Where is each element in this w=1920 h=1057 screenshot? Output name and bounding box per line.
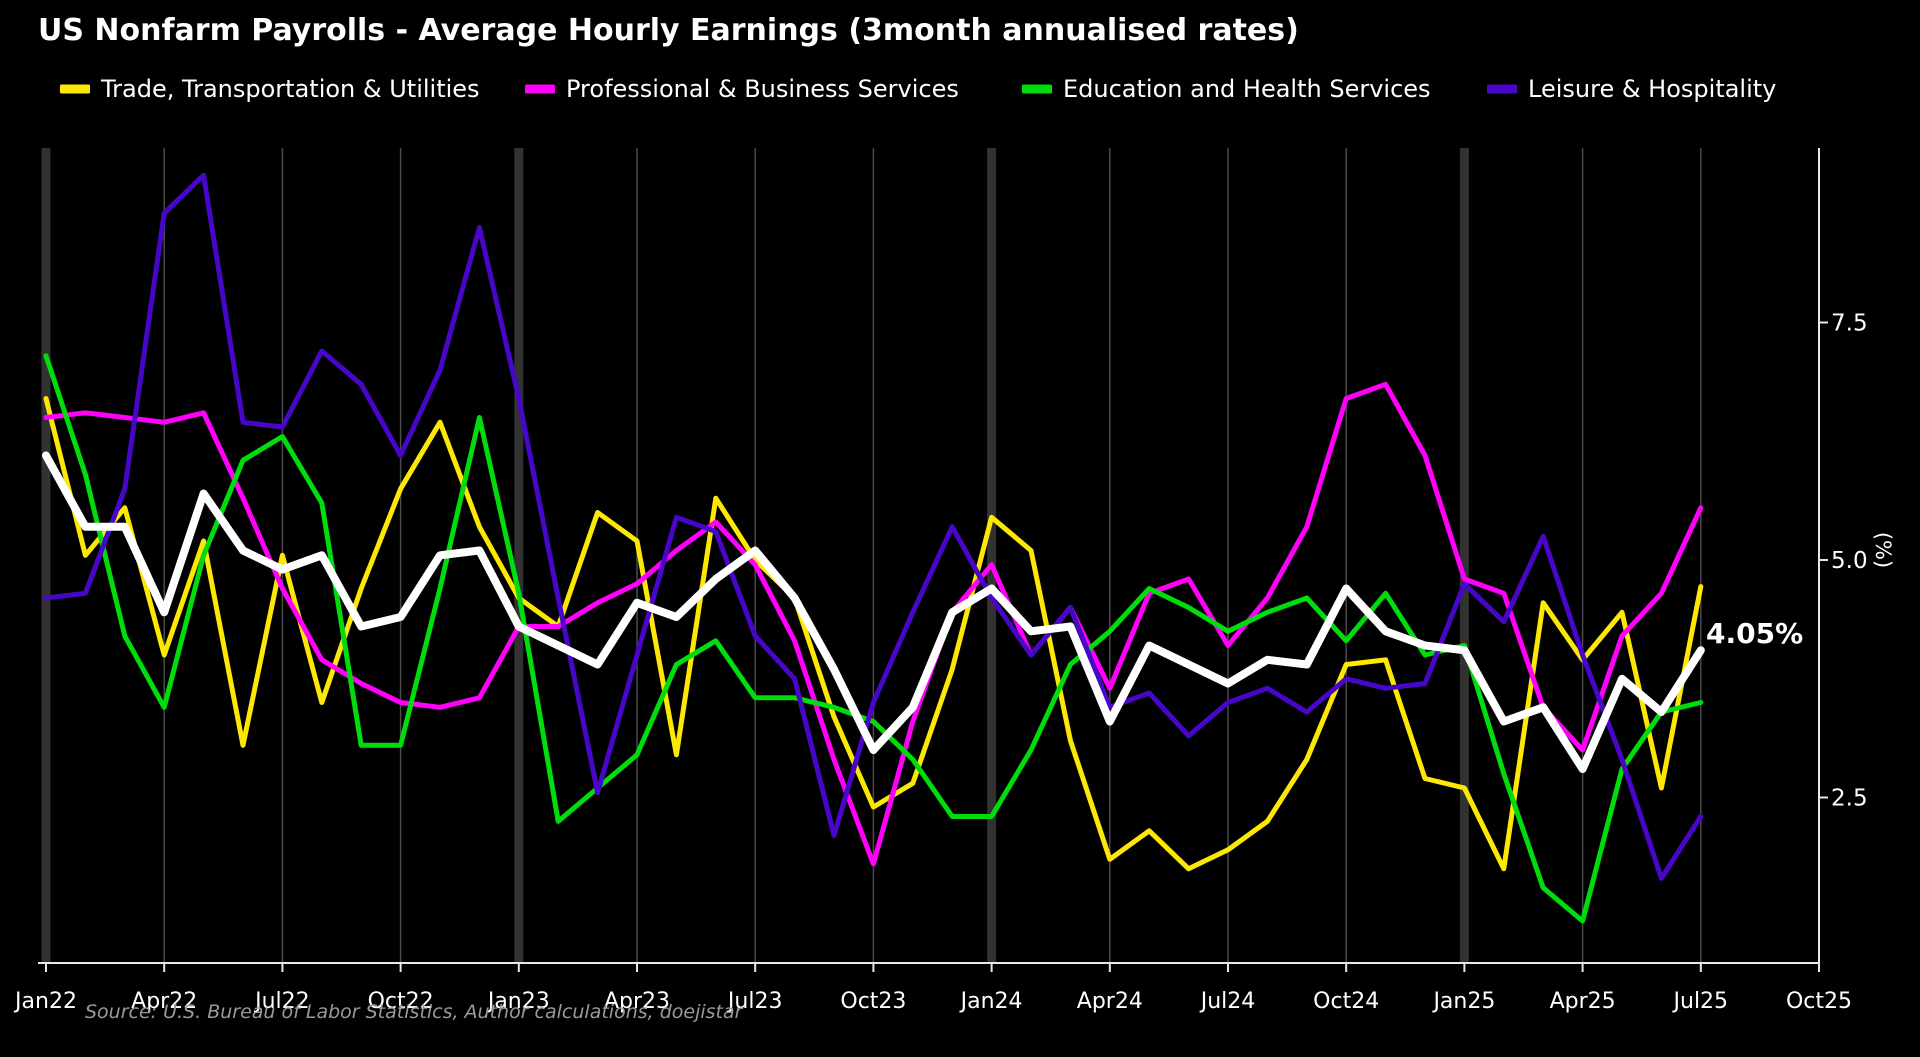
legend-swatch xyxy=(1487,84,1517,94)
y-tick-label: 2.5 xyxy=(1831,786,1868,812)
series-line xyxy=(43,353,1704,924)
end-value-annotation: 4.05% xyxy=(1706,617,1803,650)
legend-label: Leisure & Hospitality xyxy=(1528,75,1776,103)
x-tick-label: Apr25 xyxy=(1550,989,1616,1014)
x-tick-label: Oct24 xyxy=(1313,989,1379,1014)
legend-item: Education and Health Services xyxy=(1022,75,1431,103)
y-tick-label: 7.5 xyxy=(1831,311,1868,337)
y-axis-tick-labels: 2.5 5.0 7.5 xyxy=(1831,311,1868,812)
x-tick-label: Oct25 xyxy=(1786,989,1852,1014)
legend-item: Leisure & Hospitality xyxy=(1487,75,1776,103)
axes xyxy=(38,148,1828,972)
legend: Trade, Transportation & Utilities Profess… xyxy=(60,75,1776,103)
series-line xyxy=(43,381,1704,867)
legend-swatch xyxy=(60,84,90,94)
x-tick-label: Jan23 xyxy=(486,989,550,1014)
x-tick-label: Jul24 xyxy=(1199,989,1256,1014)
legend-label: Trade, Transportation & Utilities xyxy=(100,75,480,103)
legend-item: Trade, Transportation & Utilities xyxy=(60,75,480,103)
x-tick-label: Jan25 xyxy=(1431,989,1495,1014)
series-line xyxy=(43,172,1704,881)
legend-label: Education and Health Services xyxy=(1063,75,1431,103)
x-tick-label: Oct23 xyxy=(840,989,906,1014)
y-tick-label: 5.0 xyxy=(1831,548,1868,574)
y-axis-unit-label: (%) xyxy=(1871,532,1895,568)
x-gridlines xyxy=(41,148,1820,963)
series-line xyxy=(43,396,1704,872)
x-tick-label: Apr22 xyxy=(131,989,197,1014)
x-tick-label: Apr24 xyxy=(1077,989,1143,1014)
x-tick-label: Jan22 xyxy=(13,989,77,1014)
x-tick-label: Jul22 xyxy=(253,989,310,1014)
x-tick-label: Jul25 xyxy=(1672,989,1729,1014)
series-line xyxy=(42,451,1705,773)
legend-swatch xyxy=(525,84,555,94)
legend-item: Professional & Business Services xyxy=(525,75,959,103)
x-tick-label: Jan24 xyxy=(959,989,1023,1014)
source-note: Source: U.S. Bureau of Labor Statistics,… xyxy=(85,1001,744,1023)
chart-title: US Nonfarm Payrolls - Average Hourly Ear… xyxy=(38,13,1299,48)
x-tick-label: Apr23 xyxy=(604,989,670,1014)
data-series-lines xyxy=(42,172,1705,924)
x-tick-label: Oct22 xyxy=(368,989,434,1014)
x-axis-tick-labels: Jan22 Apr22 Jul22 Oct22 Jan23 Apr23 Jul23 Oct23… xyxy=(13,989,1852,1014)
x-tick-label: Jul23 xyxy=(726,989,783,1014)
legend-label: Professional & Business Services xyxy=(566,75,959,103)
legend-swatch xyxy=(1022,84,1052,94)
